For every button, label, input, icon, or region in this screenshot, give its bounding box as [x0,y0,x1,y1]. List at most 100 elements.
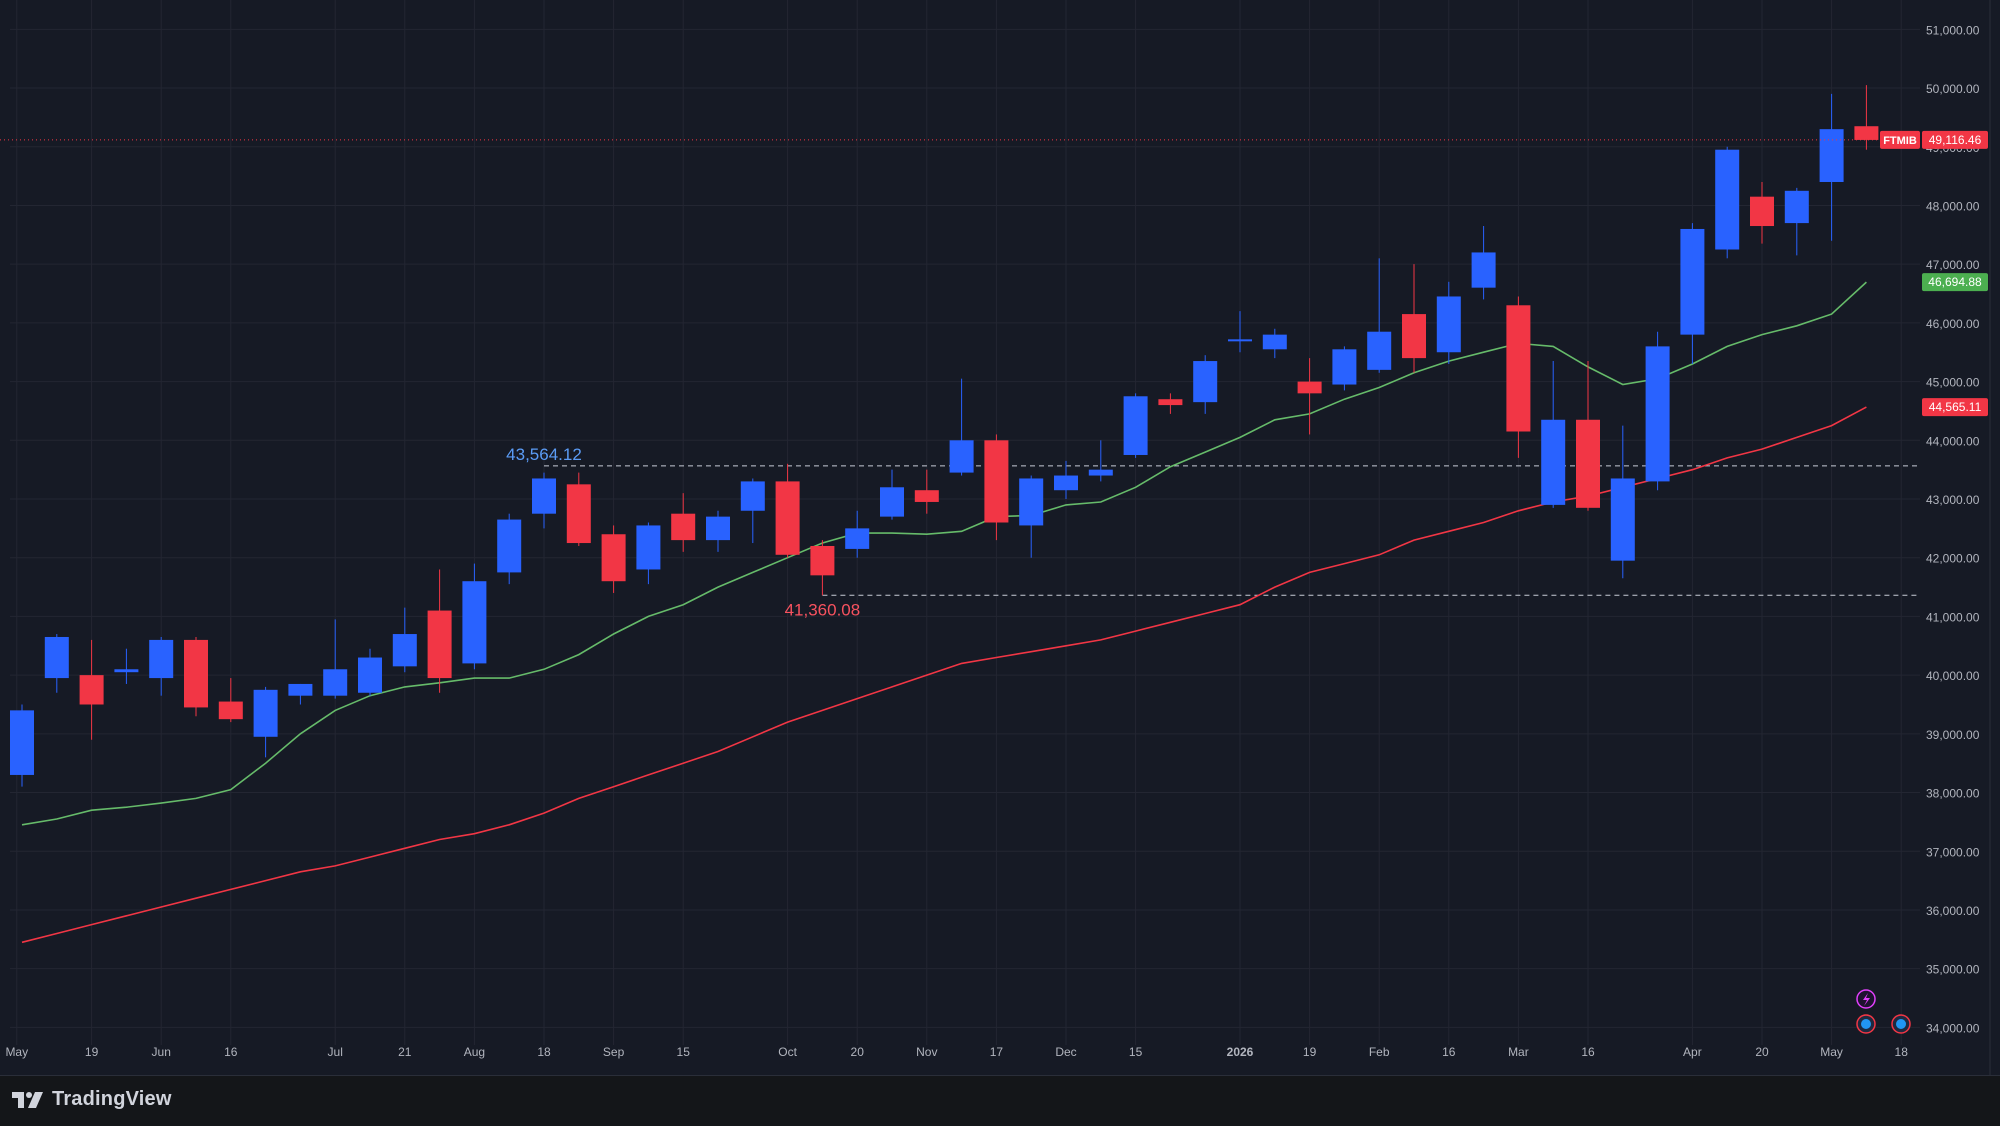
x-tick-label: 18 [1895,1045,1909,1059]
candle-body [44,636,69,679]
candle-body [1158,399,1183,406]
x-tick-label: May [5,1045,28,1059]
tradingview-logo[interactable]: TradingView [12,1088,172,1111]
y-tick-label: 46,000.00 [1926,317,1980,331]
high-marker-label: 43,564.12 [506,445,582,464]
candle-body [880,487,904,517]
candle-body [1332,349,1357,385]
y-tick-label: 43,000.00 [1926,493,1980,507]
x-tick-label: Nov [916,1045,937,1059]
candle-body [1854,126,1879,140]
tradingview-logo-text: TradingView [52,1088,172,1110]
flash-glyph-icon [1863,993,1870,1006]
candle-body [1506,305,1531,432]
x-tick-label: 18 [537,1045,551,1059]
globe-core-icon [1861,1019,1871,1029]
candle-body [671,513,696,541]
footer: TradingView [0,1075,2000,1126]
x-tick-label: 16 [1442,1045,1456,1059]
candle-body [706,516,730,541]
y-tick-label: 50,000.00 [1926,82,1980,96]
candle-body [740,481,765,511]
chart-area[interactable]: May 19 Jun 16 Jul 21 Aug 18 Sep 15 Oct 20 Nov 17 Dec 15… [0,0,2000,1075]
candle-body [1402,314,1426,359]
ema-slow-tag-text: 44,565.11 [1929,400,1982,414]
last-price-tag: 49,116.46 [1922,130,1988,149]
globe-core-icon-2 [1896,1019,1906,1029]
candle-body [392,634,417,667]
y-tick-label: 42,000.00 [1926,552,1980,566]
x-tick-label: 17 [990,1045,1004,1059]
grid [10,0,1920,1045]
candle-body [1610,478,1635,561]
x-tick-label: 20 [1755,1045,1769,1059]
candle-body [949,440,974,473]
y-tick-label: 38,000.00 [1926,787,1980,801]
candle-body [845,528,870,549]
candle-body [984,440,1009,523]
candle-body [601,534,626,582]
candle-body [1054,475,1078,491]
candle-body [1262,334,1287,350]
price-chart[interactable]: May 19 Jun 16 Jul 21 Aug 18 Sep 15 Oct 20 Nov 17 Dec 15… [0,0,2000,1075]
candle-body [532,478,556,514]
y-tick-label: 36,000.00 [1926,904,1980,918]
events-icons[interactable] [1856,989,1911,1034]
candle-body [1367,331,1392,370]
x-tick-label: Dec [1055,1045,1076,1059]
x-tick-label: Oct [778,1045,797,1059]
candle-body [1541,419,1566,505]
x-tick-label: 16 [1581,1045,1595,1059]
x-tick-label: Mar [1508,1045,1529,1059]
candle-body [427,610,452,679]
x-tick-label: 19 [1303,1045,1317,1059]
y-tick-label: 48,000.00 [1926,199,1980,213]
ema-fast-line [21,281,1867,826]
x-tick-label: 16 [224,1045,238,1059]
x-tick-label: 15 [677,1045,691,1059]
candle-body [1193,361,1218,403]
candle-body [253,689,278,737]
y-tick-label: 47,000.00 [1926,258,1980,272]
candle-body [1436,296,1461,353]
candle-body [1019,478,1044,526]
high-low-lines [544,465,1920,596]
y-tick-label: 40,000.00 [1926,669,1980,683]
x-tick-label: Sep [603,1045,625,1059]
candle-body [218,701,243,720]
candle-body [358,657,382,693]
symbol-tag-text: FTMIB [1883,135,1917,147]
x-tick-label: Aug [464,1045,485,1059]
candle-body [914,490,939,502]
candle-body [149,639,174,679]
y-tick-label: 45,000.00 [1926,376,1980,390]
y-tick-label: 39,000.00 [1926,728,1980,742]
candle-body [10,710,34,775]
x-tick-label: Apr [1683,1045,1702,1059]
candle-body [497,519,522,573]
candle-body [184,639,208,708]
candle-body [1471,252,1496,288]
candle-body [636,525,661,570]
candles [10,85,1879,787]
ema-slow-tag: 44,565.11 [1922,398,1988,417]
candle-body [1784,190,1809,224]
x-tick-label: 21 [398,1045,412,1059]
y-tick-label: 35,000.00 [1926,963,1980,977]
candle-body [288,683,313,696]
x-tick-label: 19 [85,1045,99,1059]
candle-body [462,581,487,664]
candle-body [1297,381,1322,394]
low-marker-label: 41,360.08 [785,600,861,619]
candle-body [775,481,800,555]
candle-body [1645,346,1670,482]
x-tick-label: 20 [851,1045,865,1059]
candle-body [114,669,139,673]
candle-body [810,545,835,576]
y-axis: 34,000.00 35,000.00 36,000.00 37,000.00 38,0… [1926,23,1980,1035]
candle-body [79,675,104,705]
symbol-tag: FTMIB [1880,130,1920,149]
ema-fast-tag: 46,694.88 [1922,273,1988,292]
candle-body [1228,339,1252,342]
x-tick-label: Jul [328,1045,343,1059]
